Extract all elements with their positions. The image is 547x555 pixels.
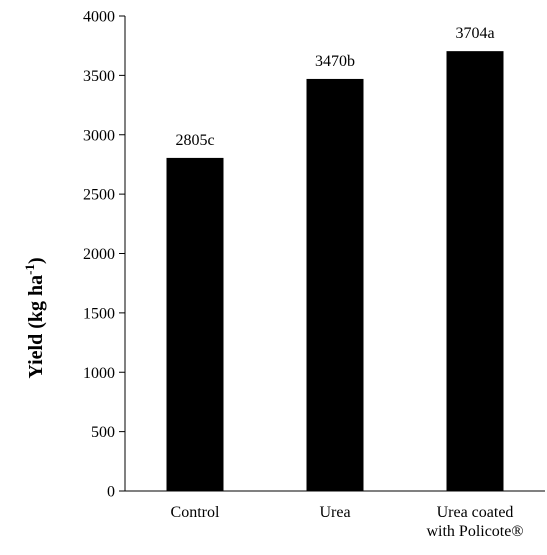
x-category-label-line: Urea coated [437, 504, 514, 521]
data-label: 2805c [175, 132, 214, 149]
y-tick-label: 2000 [83, 246, 115, 263]
x-category-label: Urea [319, 504, 350, 521]
bar [306, 78, 364, 491]
x-axis: Control Urea Urea coated with Policote® [125, 490, 545, 540]
y-axis-title-main: Yield (kg ha [25, 275, 47, 379]
y-axis-title: Yield (kg ha-1) [22, 257, 47, 378]
x-category-label-line: Control [171, 504, 220, 521]
y-tick-label: 1000 [83, 365, 115, 382]
y-tick-label: 500 [91, 424, 115, 441]
data-labels: 2805c 3470b 3704a [175, 25, 494, 149]
x-category-label-line: with Policote® [426, 523, 523, 540]
y-axis-title-superscript: -1 [22, 264, 37, 275]
x-category-label: Control [171, 504, 220, 521]
y-tick-label: 2500 [83, 187, 115, 204]
y-tick-label: 1500 [83, 305, 115, 322]
x-category-label: Urea coated with Policote® [426, 504, 523, 540]
y-tick-label: 0 [107, 484, 115, 501]
y-axis: 0 500 1000 1500 2000 2500 3000 3500 4000 [83, 9, 126, 501]
data-label: 3470b [315, 53, 355, 70]
data-label: 3704a [455, 25, 494, 42]
y-tick-label: 4000 [83, 9, 115, 26]
bars [166, 51, 504, 492]
bar [166, 157, 224, 491]
x-category-label-line: Urea [319, 504, 350, 521]
y-tick-label: 3000 [83, 127, 115, 144]
y-tick-label: 3500 [83, 68, 115, 85]
y-axis-title-close: ) [25, 257, 47, 264]
y-axis-title-text: Yield (kg ha-1) [22, 257, 47, 378]
bar [446, 51, 504, 492]
